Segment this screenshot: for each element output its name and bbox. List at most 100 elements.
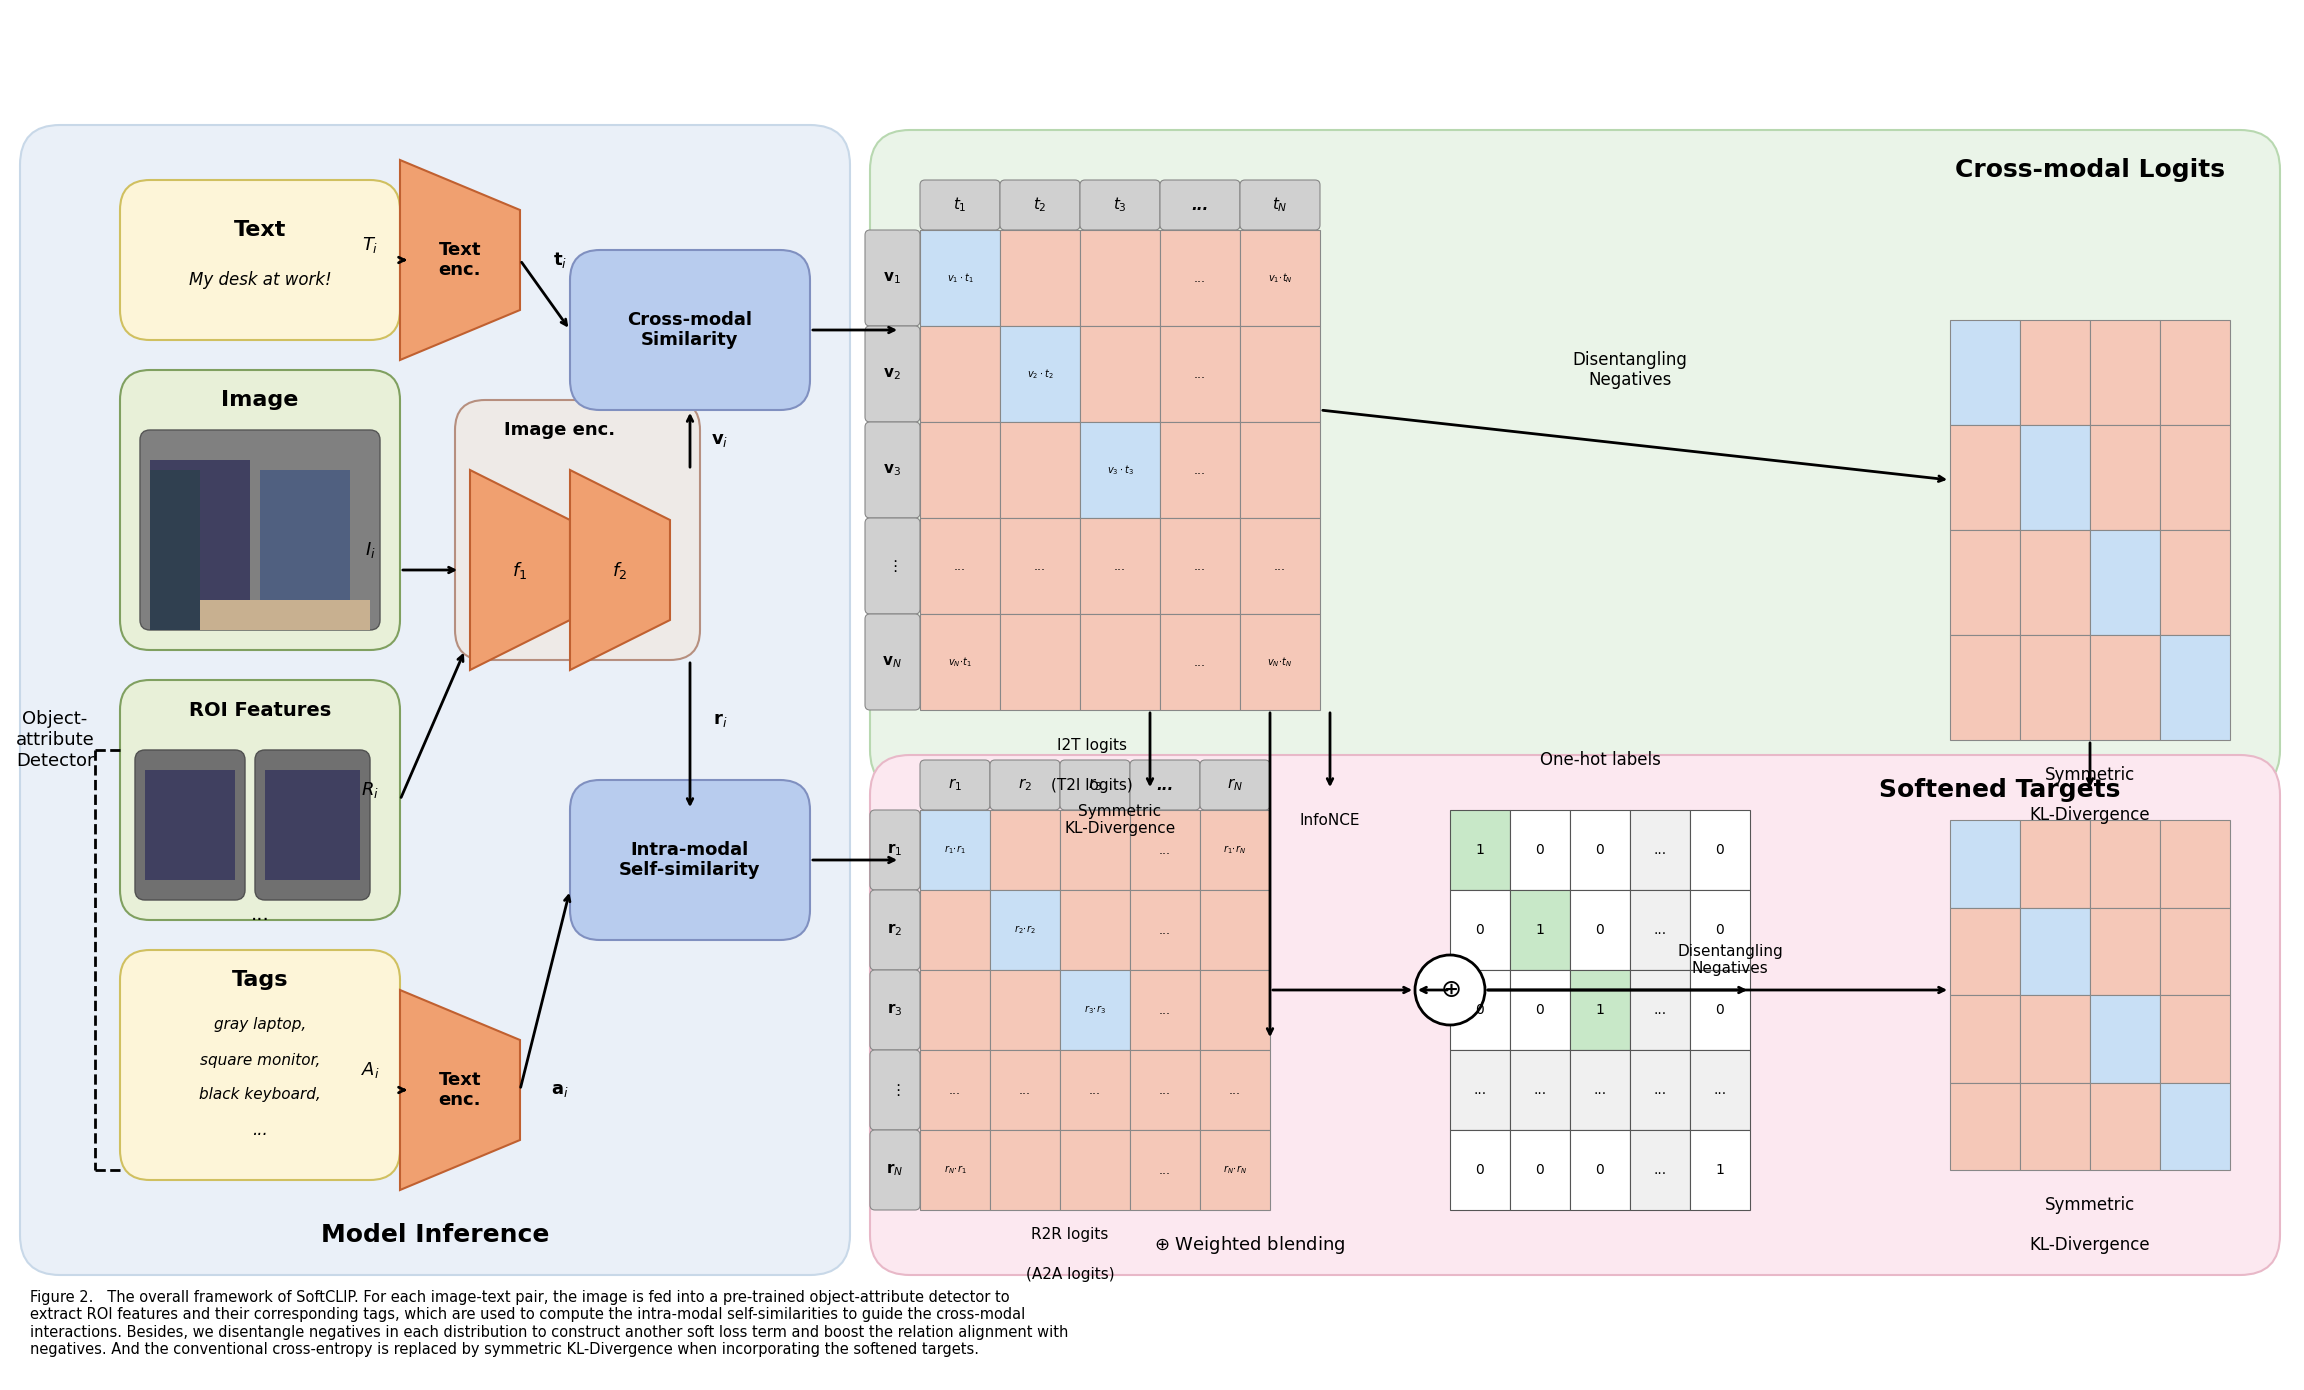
FancyBboxPatch shape [871, 1049, 919, 1130]
Bar [1000, 229, 1081, 327]
Bar [1159, 229, 1240, 327]
Text: (T2I logits): (T2I logits) [1051, 777, 1134, 792]
Text: ...: ... [1193, 656, 1205, 669]
Text: $r_2$: $r_2$ [1018, 777, 1032, 794]
Text: $\oplus$: $\oplus$ [1440, 979, 1461, 1002]
FancyBboxPatch shape [136, 751, 244, 899]
Text: square monitor,: square monitor, [200, 1052, 320, 1068]
Bar [1509, 810, 1569, 890]
FancyBboxPatch shape [569, 250, 811, 410]
Text: $\mathbf{v}_2$: $\mathbf{v}_2$ [882, 366, 901, 382]
Bar [1000, 614, 1081, 710]
Text: ...: ... [1228, 1083, 1242, 1097]
Text: Figure 2.   The overall framework of SoftCLIP. For each image-text pair, the ima: Figure 2. The overall framework of SoftC… [30, 1290, 1069, 1357]
Bar [1949, 635, 2021, 739]
Text: ...: ... [1159, 844, 1170, 856]
Bar [1159, 423, 1240, 518]
Text: $\vdots$: $\vdots$ [887, 557, 896, 574]
Bar [991, 1049, 1060, 1130]
Text: ...: ... [1090, 1083, 1101, 1097]
Bar [2090, 425, 2161, 530]
Text: ...: ... [1115, 560, 1127, 573]
Bar [150, 600, 371, 630]
Bar [1060, 1130, 1129, 1211]
FancyBboxPatch shape [991, 760, 1060, 810]
Bar [2021, 635, 2090, 739]
FancyBboxPatch shape [454, 400, 700, 660]
Bar [1060, 970, 1129, 1049]
Text: I2T logits: I2T logits [1058, 738, 1127, 752]
Bar [919, 327, 1000, 423]
Text: Cross-modal
Similarity: Cross-modal Similarity [627, 310, 753, 349]
Bar [1629, 890, 1691, 970]
Text: 0: 0 [1537, 1004, 1544, 1017]
Text: InfoNCE: InfoNCE [1299, 813, 1359, 827]
Bar [150, 470, 200, 630]
Bar [1449, 970, 1509, 1049]
Bar [2021, 320, 2090, 425]
Bar [1060, 890, 1129, 970]
Text: 0: 0 [1475, 1163, 1484, 1177]
Bar [1000, 327, 1081, 423]
FancyBboxPatch shape [1159, 179, 1240, 229]
Text: 0: 0 [1716, 923, 1723, 937]
Bar [265, 770, 359, 880]
Bar [2161, 820, 2230, 908]
FancyBboxPatch shape [256, 751, 371, 899]
Bar [919, 810, 991, 890]
Bar [2021, 1083, 2090, 1170]
Bar [1949, 1083, 2021, 1170]
Bar [1509, 890, 1569, 970]
FancyBboxPatch shape [864, 423, 919, 518]
Bar [1159, 614, 1240, 710]
Text: $v_2\cdot t_2$: $v_2\cdot t_2$ [1028, 367, 1053, 381]
Text: $T_i$: $T_i$ [362, 235, 378, 254]
FancyBboxPatch shape [141, 430, 380, 630]
Text: ...: ... [1159, 1163, 1170, 1176]
Bar [1509, 1130, 1569, 1211]
Text: ...: ... [1034, 560, 1046, 573]
FancyBboxPatch shape [871, 890, 919, 970]
Text: 0: 0 [1597, 923, 1604, 937]
Text: $\vdots$: $\vdots$ [889, 1081, 901, 1098]
Text: $\mathbf{r}_N$: $\mathbf{r}_N$ [887, 1162, 903, 1179]
Bar [1200, 810, 1270, 890]
Text: 1: 1 [1475, 842, 1484, 858]
Text: Text
enc.: Text enc. [438, 240, 482, 279]
Text: $r_2\!\cdot\! r_2$: $r_2\!\cdot\! r_2$ [1014, 923, 1037, 937]
FancyBboxPatch shape [569, 780, 811, 940]
Text: $r_3\!\cdot\! r_3$: $r_3\!\cdot\! r_3$ [1083, 1004, 1106, 1016]
Bar [1509, 970, 1569, 1049]
Bar [2021, 530, 2090, 635]
Text: $\mathbf{v}_N$: $\mathbf{v}_N$ [882, 655, 901, 670]
Text: $v_N\!\cdot\! t_N$: $v_N\!\cdot\! t_N$ [1267, 655, 1293, 669]
Text: ...: ... [1193, 560, 1205, 573]
Bar [1129, 970, 1200, 1049]
FancyBboxPatch shape [864, 229, 919, 327]
Text: ...: ... [1018, 1083, 1030, 1097]
Text: 1: 1 [1534, 923, 1544, 937]
Text: 0: 0 [1597, 1163, 1604, 1177]
Bar [1569, 1130, 1629, 1211]
Bar [2021, 908, 2090, 995]
Text: $\oplus$ Weighted blending: $\oplus$ Weighted blending [1154, 1234, 1346, 1257]
Text: $f_1$: $f_1$ [511, 560, 528, 581]
Text: ...: ... [949, 1083, 961, 1097]
Text: $\mathbf{a}_i$: $\mathbf{a}_i$ [551, 1081, 569, 1099]
Text: $\mathbf{v}_i$: $\mathbf{v}_i$ [712, 431, 728, 449]
FancyBboxPatch shape [871, 755, 2281, 1275]
Text: KL-Divergence: KL-Divergence [2030, 806, 2150, 824]
Text: (A2A logits): (A2A logits) [1025, 1268, 1115, 1283]
Text: ...: ... [1274, 560, 1286, 573]
Text: $\mathbf{r}_1$: $\mathbf{r}_1$ [887, 842, 903, 859]
Text: ...: ... [1191, 197, 1210, 213]
Bar [1509, 1049, 1569, 1130]
Text: $r_1\!\cdot\! r_1$: $r_1\!\cdot\! r_1$ [945, 844, 965, 856]
Text: ...: ... [1193, 463, 1205, 477]
Bar [919, 1049, 991, 1130]
Text: Text
enc.: Text enc. [438, 1070, 482, 1109]
Bar [1240, 423, 1320, 518]
Bar [1060, 810, 1129, 890]
Text: Image enc.: Image enc. [505, 421, 615, 439]
Text: ...: ... [1475, 1083, 1486, 1097]
